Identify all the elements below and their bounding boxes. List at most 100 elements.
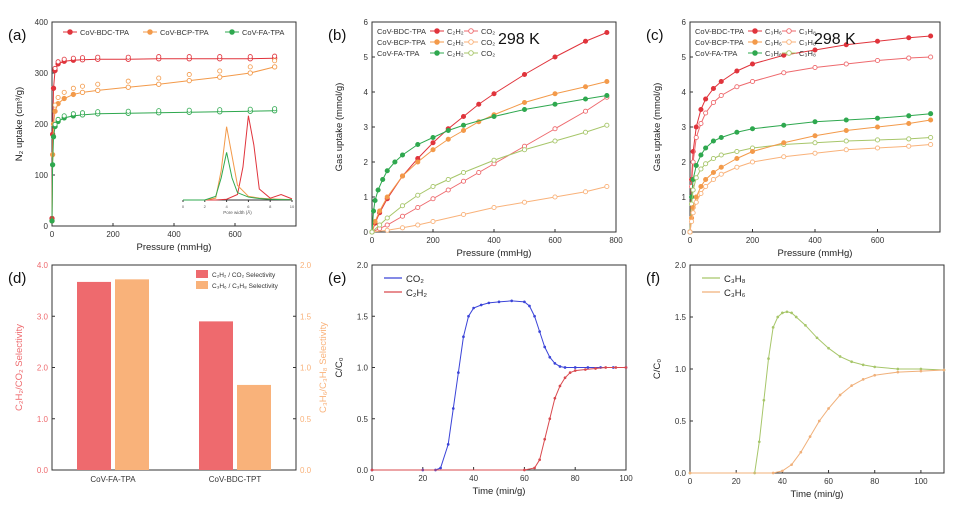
y-tick-label: 6 — [682, 18, 687, 27]
data-point — [703, 145, 709, 151]
y-tick-label: 0 — [364, 228, 369, 237]
panel-label: (d) — [8, 270, 26, 287]
series-line — [372, 367, 626, 471]
data-point — [445, 187, 451, 193]
data-point — [906, 113, 912, 119]
data-point — [552, 91, 558, 97]
y-tick-label: 100 — [35, 171, 49, 180]
data-point — [624, 366, 628, 369]
data-point — [790, 311, 793, 315]
x-tick-label: 800 — [609, 236, 623, 245]
x-tick-label: 0 — [688, 236, 693, 245]
legend-marker — [786, 50, 792, 56]
bar — [77, 281, 111, 470]
data-point — [698, 120, 704, 127]
legend-marker — [752, 50, 758, 56]
series-line — [689, 35, 931, 233]
data-point — [487, 301, 491, 305]
data-point — [698, 183, 704, 190]
data-point — [594, 367, 597, 370]
series-line — [51, 110, 275, 221]
data-point — [430, 183, 436, 190]
data-point — [415, 141, 421, 148]
data-point — [217, 74, 223, 80]
data-point — [451, 407, 455, 410]
data-point — [573, 366, 577, 369]
data-point — [538, 330, 541, 333]
data-point — [445, 176, 451, 183]
data-point — [812, 140, 818, 146]
data-point — [843, 42, 849, 48]
data-point — [861, 363, 865, 367]
y-tick-label: 3 — [682, 123, 687, 132]
data-point — [553, 362, 557, 365]
data-point — [703, 161, 709, 167]
data-point — [521, 147, 528, 153]
data-point — [272, 106, 278, 112]
series-line — [689, 119, 931, 233]
x-tick-label: 200 — [426, 236, 440, 245]
legend-marker — [468, 28, 474, 34]
data-point — [771, 326, 775, 329]
data-point — [95, 87, 101, 93]
data-point — [873, 365, 877, 369]
data-point — [156, 108, 162, 114]
legend-gas: C₂H₂ — [447, 27, 464, 36]
legend-gas: C₃H₈ — [799, 27, 816, 36]
legend-entry: CoV-BCP-TPA — [160, 28, 209, 37]
inset-tick-label: 8 — [269, 204, 272, 209]
series-line — [371, 186, 607, 233]
data-point — [767, 357, 770, 360]
x-tick-label: 600 — [871, 236, 885, 245]
legend-marker — [229, 29, 235, 35]
data-point — [843, 138, 849, 144]
data-point — [815, 336, 819, 340]
y-tick-label: 400 — [35, 18, 49, 27]
data-point — [690, 159, 696, 165]
data-point — [479, 303, 483, 307]
panel-f: 0 20 40 60 80 100 0.0 0.5 1.0 1.5 2.0 Time (min/g) C… — [646, 261, 946, 500]
data-point — [552, 194, 558, 200]
data-point — [873, 373, 877, 377]
data-point — [372, 218, 378, 225]
x-tick-label: 100 — [914, 477, 928, 486]
y-tick-label: 0.0 — [675, 469, 687, 478]
data-point — [710, 85, 716, 92]
data-point — [827, 346, 830, 350]
data-point — [710, 176, 716, 183]
y-tick-label: 0.0 — [357, 466, 369, 475]
legend-material: CoV-FA-TPA — [695, 49, 737, 58]
data-point — [604, 122, 610, 128]
legend-entry: CO₂ — [406, 274, 424, 285]
data-point — [491, 91, 497, 97]
y-tick-label: 1.5 — [675, 313, 687, 322]
series-line — [371, 124, 608, 233]
data-point — [710, 169, 716, 176]
data-point — [430, 140, 436, 146]
data-point — [399, 203, 406, 209]
data-point — [55, 94, 61, 100]
legend-material: CoV-BCP-TPA — [695, 38, 744, 47]
data-point — [70, 91, 77, 98]
y-axis-label: C₂H₂/CO₂ Selectivity — [14, 324, 25, 411]
data-point — [582, 84, 589, 90]
data-point — [781, 469, 784, 473]
data-point — [693, 194, 699, 200]
plot-frame — [51, 21, 297, 227]
data-point — [375, 187, 381, 193]
data-point — [439, 466, 442, 470]
data-point — [543, 345, 547, 349]
data-point — [384, 194, 390, 200]
data-point — [460, 127, 467, 134]
data-point — [80, 83, 86, 89]
data-point — [95, 109, 101, 115]
data-point — [552, 126, 558, 132]
data-point — [52, 102, 58, 108]
data-point — [604, 366, 608, 369]
y-axis-label: N₂ uptake (cm³/g) — [14, 87, 25, 161]
temperature-annotation: 298 K — [498, 31, 540, 48]
y-tick-label: 3.0 — [37, 312, 49, 321]
data-point — [446, 443, 450, 446]
data-point — [523, 300, 526, 304]
